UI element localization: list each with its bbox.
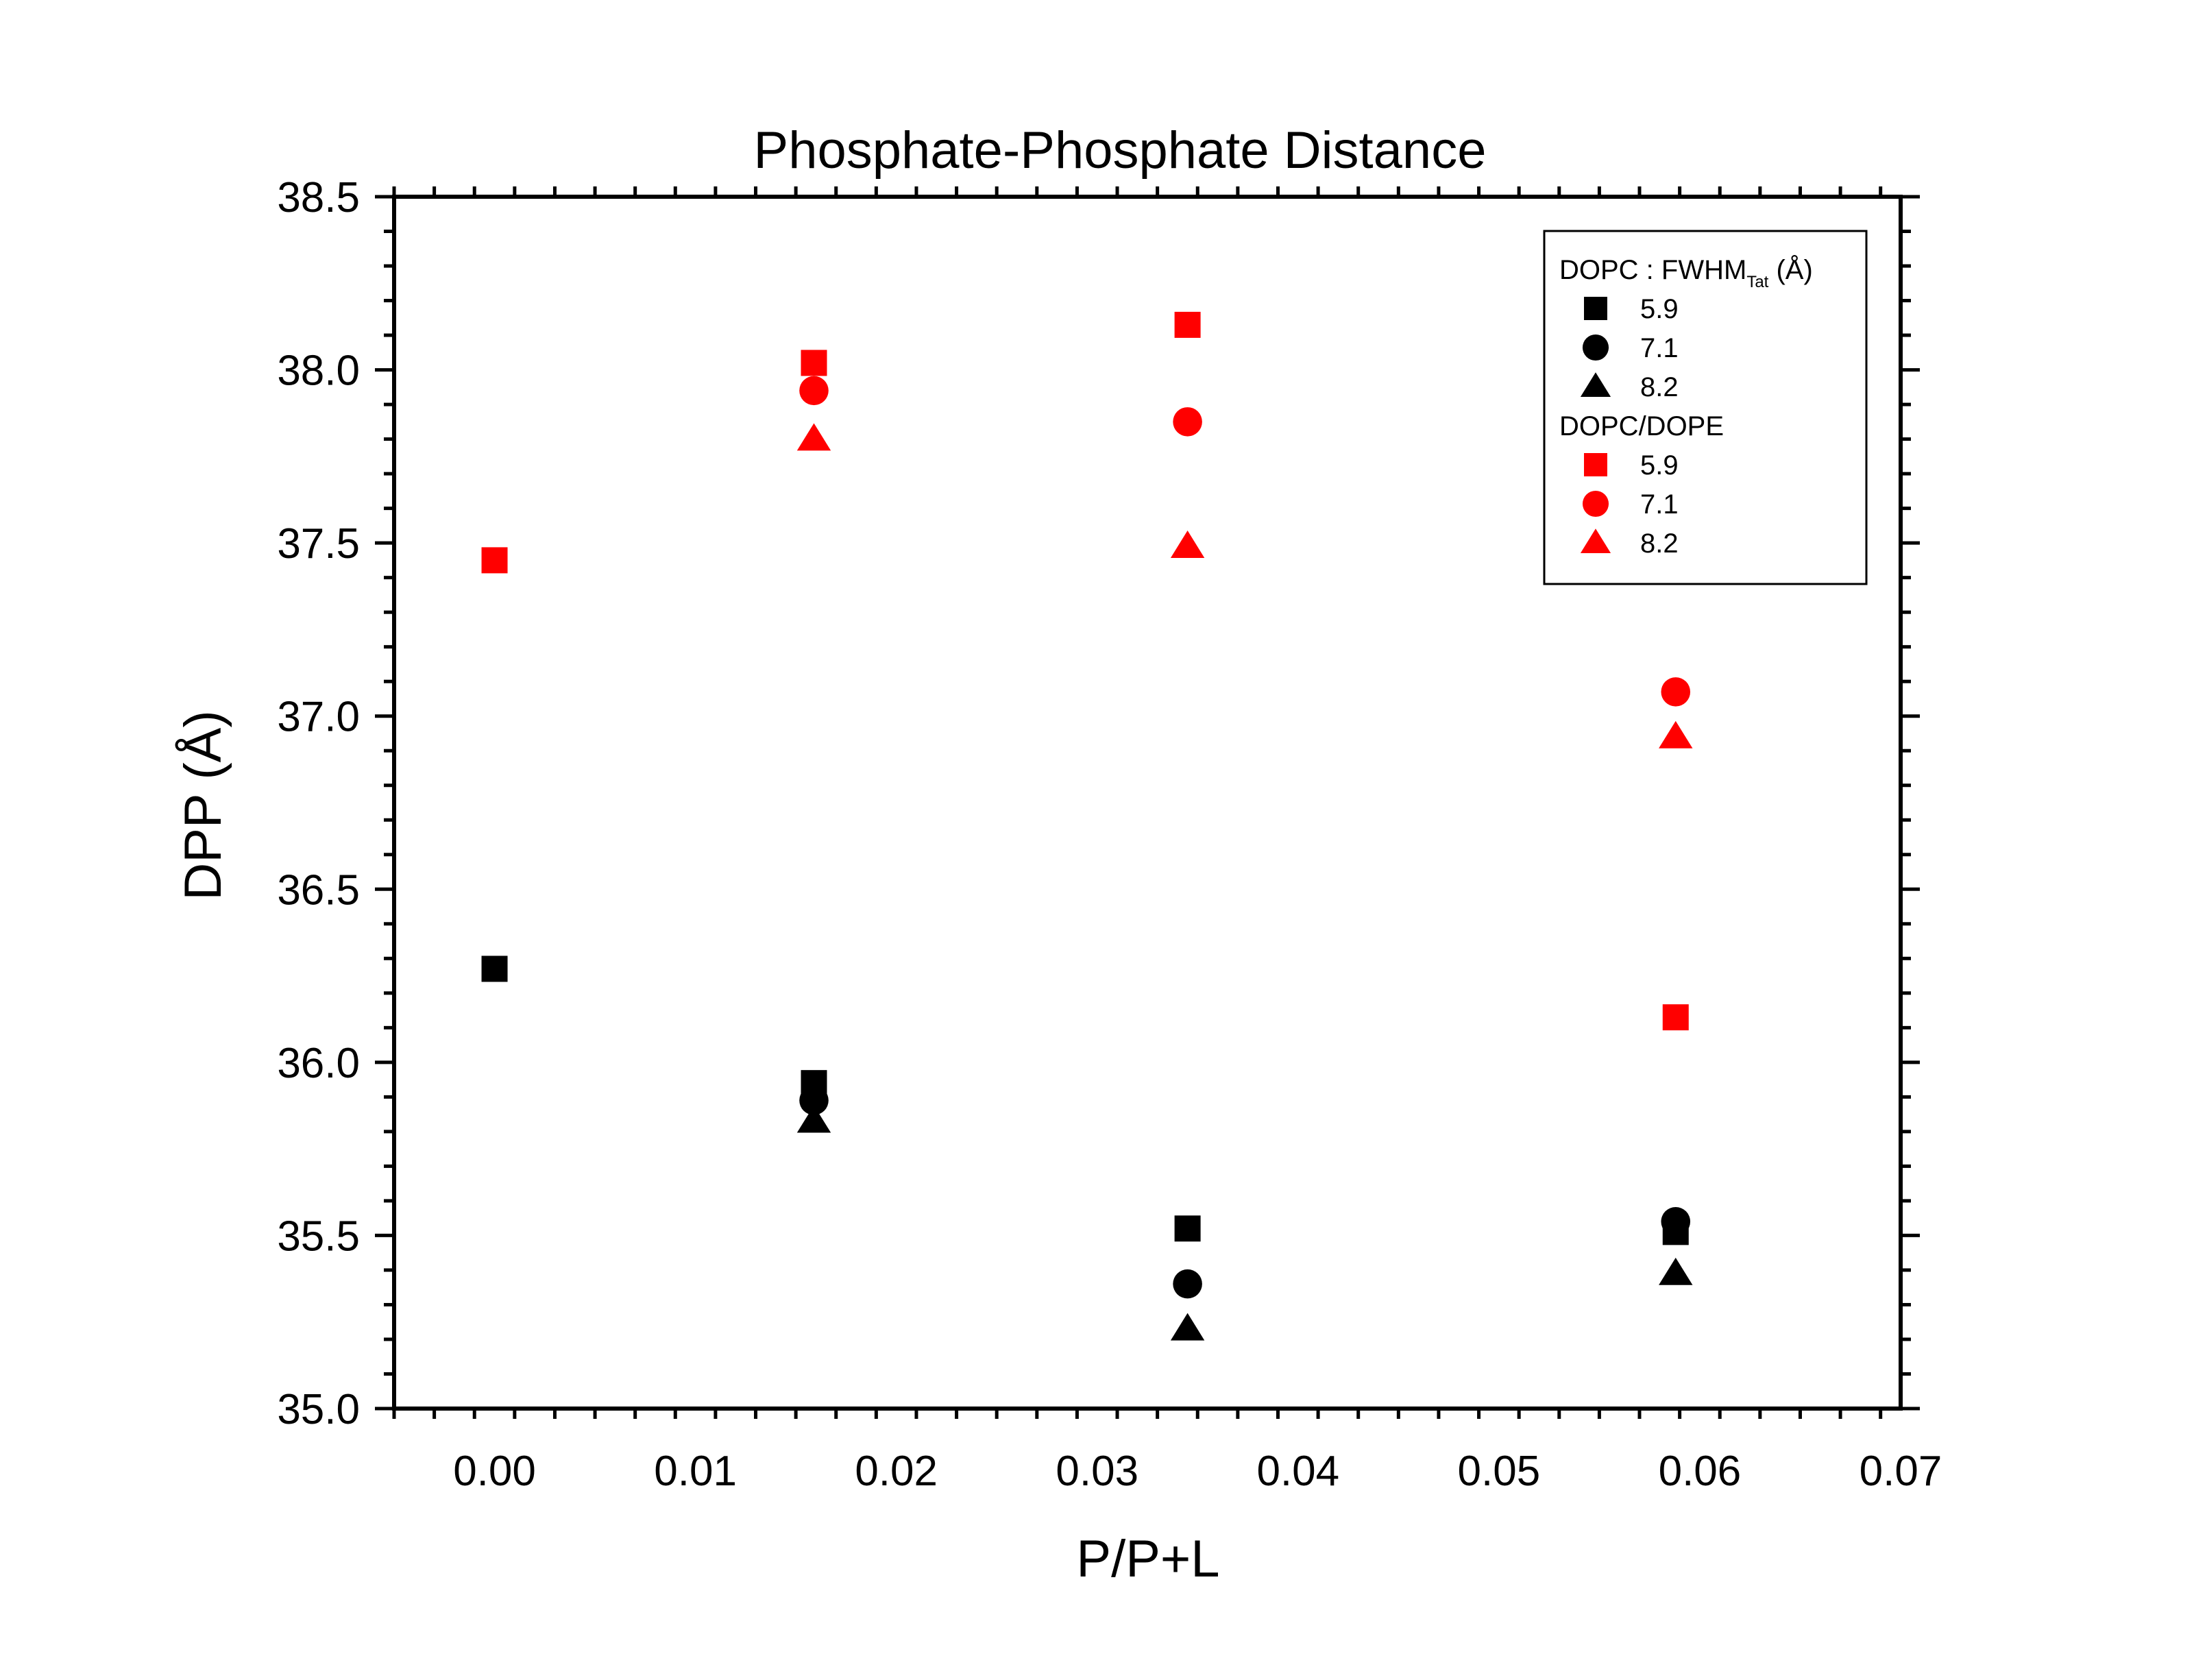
data-point-triangle: [1170, 1313, 1205, 1341]
x-axis-label: P/P+L: [1076, 1530, 1219, 1588]
y-tick-label: 37.5: [277, 520, 360, 568]
data-point-circle: [1661, 677, 1691, 707]
data-point-triangle: [1170, 531, 1205, 558]
x-tick-label: 0.00: [453, 1448, 536, 1495]
plot-frame: [392, 195, 1903, 1411]
series-circle-red: [799, 376, 1691, 707]
x-tick-label: 0.01: [654, 1448, 737, 1495]
data-point-circle: [1173, 407, 1202, 437]
y-tick-label: 35.5: [277, 1213, 360, 1260]
data-point-triangle: [796, 423, 831, 451]
data-point-square: [801, 350, 827, 376]
chart-title: Phosphate-Phosphate Distance: [754, 121, 1487, 180]
y-axis-ticks: 35.0 35.5 36.0 36.5 37.0 37.5 38.0 38.5: [277, 174, 1920, 1433]
legend-marker-circle: [1582, 334, 1609, 361]
axes: [392, 195, 1903, 1411]
legend-label: 7.1: [1640, 489, 1679, 520]
x-tick-label: 0.03: [1056, 1448, 1138, 1495]
x-axis-ticks: 0.00 0.01 0.02 0.03 0.04 0.05 0.06 0.07: [392, 186, 1942, 1495]
x-tick-label: 0.07: [1860, 1448, 1942, 1495]
x-tick-label: 0.06: [1659, 1448, 1742, 1495]
data-point-square: [1174, 1215, 1201, 1242]
y-axis-label: DPP (Å): [174, 710, 232, 900]
legend-label: 5.9: [1640, 294, 1679, 324]
data-point-circle: [1661, 1206, 1691, 1237]
y-tick-label: 36.0: [277, 1040, 360, 1087]
data-point-square: [481, 547, 508, 574]
x-tick-label: 0.04: [1256, 1448, 1339, 1495]
y-tick-label: 38.0: [277, 348, 360, 395]
legend-box: [1543, 230, 1868, 585]
legend-label: 5.9: [1640, 450, 1679, 480]
data-point-circle: [799, 1086, 829, 1115]
y-tick-label: 35.0: [277, 1386, 360, 1433]
legend-group-title: DOPC/DOPE: [1559, 411, 1724, 441]
series-triangle-black: [796, 1105, 1693, 1341]
series-square-red: [481, 311, 1689, 1031]
data-point-triangle: [1659, 720, 1693, 748]
legend-group-title: DOPC : FWHMTat (Å): [1559, 254, 1813, 291]
legend-marker-square: [1584, 453, 1607, 476]
legend-marker-circle: [1582, 490, 1609, 518]
data-point-triangle: [796, 1105, 831, 1133]
legend-marker-triangle: [1580, 528, 1611, 553]
y-tick-label: 38.5: [277, 174, 360, 221]
series-circle-black: [799, 1086, 1691, 1299]
data-point-square: [481, 955, 508, 982]
data-point-circle: [1173, 1269, 1202, 1299]
legend-marker-square: [1584, 297, 1607, 320]
legend: DOPC : FWHMTat (Å)5.97.18.2DOPC/DOPE5.97…: [1543, 230, 1868, 585]
legend-label: 8.2: [1640, 372, 1679, 402]
legend-label: 8.2: [1640, 528, 1679, 559]
legend-marker-triangle: [1580, 372, 1611, 397]
data-point-square: [1662, 1004, 1689, 1031]
legend-label: 7.1: [1640, 333, 1679, 363]
x-tick-label: 0.02: [855, 1448, 938, 1495]
y-tick-label: 36.5: [277, 866, 360, 914]
y-tick-label: 37.0: [277, 694, 360, 741]
data-point-square: [1174, 311, 1201, 338]
data-point-triangle: [1659, 1257, 1693, 1285]
data-point-circle: [799, 376, 829, 406]
data-points: [481, 311, 1693, 1341]
series-triangle-red: [796, 423, 1693, 748]
x-tick-label: 0.05: [1458, 1448, 1541, 1495]
series-square-black: [481, 955, 1689, 1245]
